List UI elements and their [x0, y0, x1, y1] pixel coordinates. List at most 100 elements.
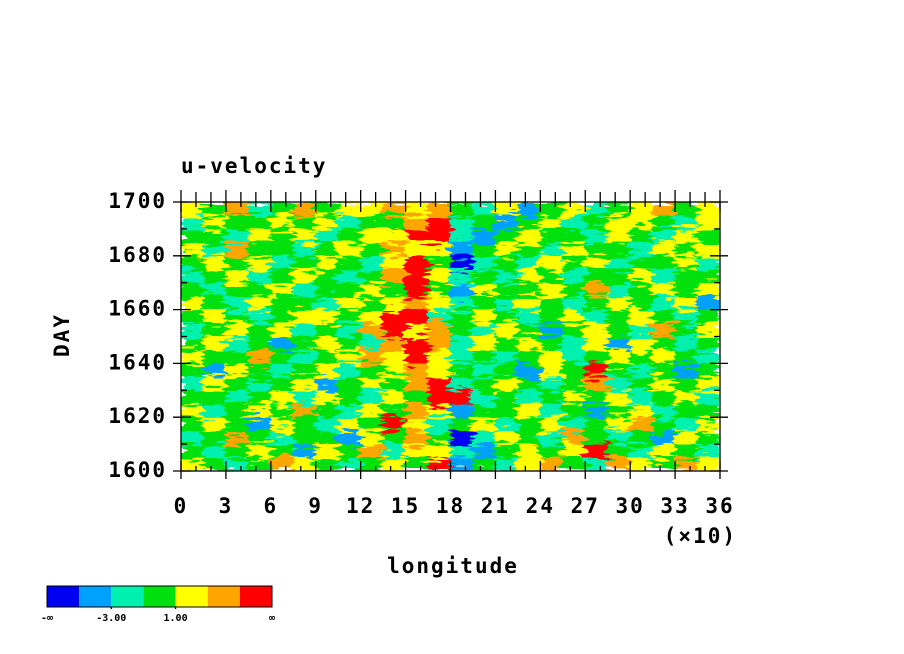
heatmap-cell	[315, 349, 339, 364]
heatmap-cell	[584, 349, 609, 364]
heatmap-cell	[607, 241, 631, 257]
heatmap-cell	[697, 322, 720, 337]
heatmap-cell	[674, 241, 699, 257]
heatmap-cell	[315, 214, 339, 230]
heatmap-cell	[584, 295, 609, 311]
heatmap-cell	[652, 295, 676, 311]
heatmap-cell	[360, 214, 384, 230]
heatmap-cell	[562, 376, 586, 391]
heatmap-cell	[562, 255, 586, 270]
heatmap-cell	[517, 241, 541, 257]
heatmap-cell	[225, 322, 249, 337]
heatmap-cell	[652, 202, 676, 216]
heatmap-cell	[674, 376, 699, 391]
heatmap-cell	[292, 309, 317, 324]
axes: 0 3 6 9 12 15 18 21 24 27 30 33 36160016201640166016…	[108, 189, 732, 518]
heatmap-cell	[202, 202, 227, 216]
heatmap-cell	[427, 309, 451, 324]
heatmap-cell	[472, 228, 496, 243]
heatmap-cell	[315, 403, 339, 418]
heatmap-cell	[382, 430, 407, 445]
heatmap-cell	[697, 389, 720, 405]
heatmap-cell	[494, 322, 519, 337]
heatmap-cell	[494, 295, 519, 311]
heatmap-cell	[337, 268, 362, 284]
heatmap-cell	[427, 202, 451, 216]
heatmap-cell	[517, 376, 541, 391]
chart-title: u-velocity	[181, 154, 327, 178]
heatmap-cell	[382, 282, 407, 297]
colorbar-swatch	[239, 586, 272, 607]
heatmap-cell	[247, 430, 272, 445]
heatmap-cell	[494, 349, 519, 364]
heatmap-cell	[652, 268, 676, 284]
heatmap-cell	[181, 282, 204, 297]
heatmap-cell	[247, 255, 272, 270]
heatmap-cell	[607, 309, 631, 324]
heatmap-cell	[472, 389, 496, 405]
heatmap-cell	[539, 282, 564, 297]
heatmap-cell	[225, 376, 249, 391]
heatmap-cell	[315, 241, 339, 257]
heatmap-cell	[697, 214, 720, 230]
heatmap-cell	[337, 255, 362, 270]
heatmap-cell	[674, 403, 699, 418]
heatmap-cell	[472, 309, 496, 324]
heatmap-cell	[562, 322, 586, 337]
heatmap-cell	[292, 443, 317, 459]
heatmap-cell	[629, 376, 654, 391]
heatmap-cell	[607, 362, 631, 378]
heatmap-cell	[584, 416, 609, 432]
heatmap-cell	[652, 349, 676, 364]
heatmap-cell	[202, 457, 227, 471]
heatmap-cell	[225, 349, 249, 364]
heatmap-cell	[382, 255, 407, 270]
heatmap-cell	[405, 214, 429, 230]
heatmap-cell	[450, 268, 474, 284]
heatmap-cell	[629, 403, 654, 418]
colorbar-label: ∞	[269, 613, 275, 624]
heatmap-cell	[382, 403, 407, 418]
heatmap-cell	[472, 202, 496, 216]
heatmap-cell	[247, 416, 272, 432]
x-scale-label: (×10)	[664, 524, 737, 548]
heatmap-cell	[337, 228, 362, 243]
x-tick-label: 33	[660, 494, 689, 518]
heatmap-cell	[181, 457, 204, 471]
y-tick-label: 1600	[108, 458, 167, 482]
heatmap-cell	[181, 202, 204, 216]
heatmap-cell	[405, 416, 429, 432]
heatmap-cell	[652, 336, 676, 351]
heatmap-cell	[270, 202, 294, 216]
heatmap-cell	[337, 457, 362, 471]
heatmap-cell	[629, 322, 654, 337]
heatmap-cell	[292, 228, 317, 243]
heatmap-cell	[315, 362, 339, 378]
heatmap-cell	[382, 268, 407, 284]
heatmap-cell	[584, 443, 609, 459]
heatmap-cell	[315, 443, 339, 459]
heatmap-cell	[584, 403, 609, 418]
heatmap-cell	[562, 228, 586, 243]
heatmap-cell	[517, 389, 541, 405]
heatmap-cell	[315, 309, 339, 324]
heatmap-cell	[652, 241, 676, 257]
heatmap-cell	[202, 268, 227, 284]
heatmap-cell	[315, 295, 339, 311]
heatmap-cell	[225, 241, 249, 257]
heatmap-cell	[427, 416, 451, 432]
heatmap-cell	[270, 336, 294, 351]
heatmap-cell	[337, 389, 362, 405]
heatmap-cell	[405, 228, 429, 243]
heatmap-cell	[629, 295, 654, 311]
heatmap-cell	[181, 255, 204, 270]
heatmap-cell	[494, 416, 519, 432]
heatmap-cell	[562, 336, 586, 351]
heatmap-cell	[405, 268, 429, 284]
heatmap-cell	[697, 241, 720, 257]
heatmap-cell	[181, 349, 204, 364]
heatmap-cell	[472, 376, 496, 391]
heatmap-cell	[382, 295, 407, 311]
heatmap-cell	[225, 202, 249, 216]
x-tick-label: 0	[174, 494, 189, 518]
